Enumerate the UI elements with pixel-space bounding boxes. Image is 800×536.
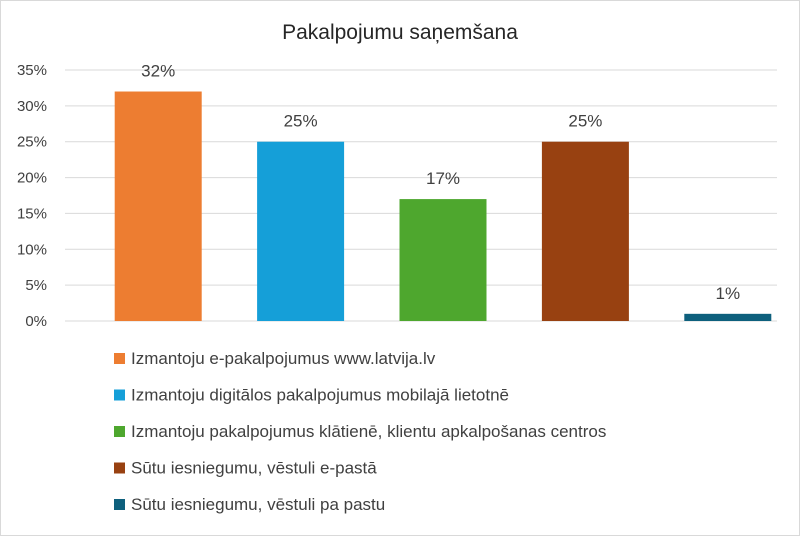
data-label: 25% <box>568 112 602 131</box>
y-tick-label: 20% <box>17 170 47 187</box>
y-tick-label: 35% <box>17 62 47 79</box>
bar <box>541 141 629 321</box>
legend-label: Sūtu iesniegumu, vēstuli e-pastā <box>131 459 377 478</box>
legend-swatch <box>114 462 125 474</box>
bar <box>399 199 487 321</box>
legend-label: Izmantoju pakalpojumus klātienē, klientu… <box>131 422 606 441</box>
bar <box>684 313 772 321</box>
legend-label: Izmantoju e-pakalpojumus www.latvija.lv <box>131 349 436 368</box>
y-tick-label: 5% <box>25 277 47 294</box>
bar <box>257 141 345 321</box>
data-label: 1% <box>716 284 741 303</box>
legend-swatch <box>114 389 125 401</box>
legend: Izmantoju e-pakalpojumus www.latvija.lv I… <box>114 349 606 514</box>
y-tick-label: 0% <box>25 313 47 330</box>
y-tick-label: 10% <box>17 241 47 258</box>
data-label: 17% <box>426 169 460 188</box>
legend-label: Izmantoju digitālos pakalpojumus mobilaj… <box>131 386 509 405</box>
data-label: 25% <box>284 112 318 131</box>
y-tick-label: 15% <box>17 205 47 222</box>
chart-title: Pakalpojumu saņemšana <box>282 21 518 44</box>
data-label: 32% <box>141 62 175 81</box>
legend-swatch <box>114 499 125 510</box>
bar <box>114 91 202 321</box>
legend-label: Sūtu iesniegumu, vēstuli pa pastu <box>131 495 385 514</box>
bars <box>114 91 772 321</box>
y-tick-label: 30% <box>17 98 47 115</box>
y-tick-label: 25% <box>17 134 47 151</box>
legend-swatch <box>114 426 125 437</box>
legend-swatch <box>114 353 125 364</box>
data-labels: 32% 25% 17% 25% 1% <box>141 62 740 303</box>
y-axis-ticks: 0% 5% 10% 15% 20% 25% 30% 35% <box>17 62 47 330</box>
